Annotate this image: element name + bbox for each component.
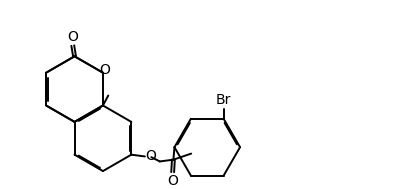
Text: O: O [99,63,110,77]
Text: O: O [167,174,178,188]
Text: O: O [145,149,156,163]
Text: O: O [67,30,78,44]
Text: Br: Br [216,93,231,107]
